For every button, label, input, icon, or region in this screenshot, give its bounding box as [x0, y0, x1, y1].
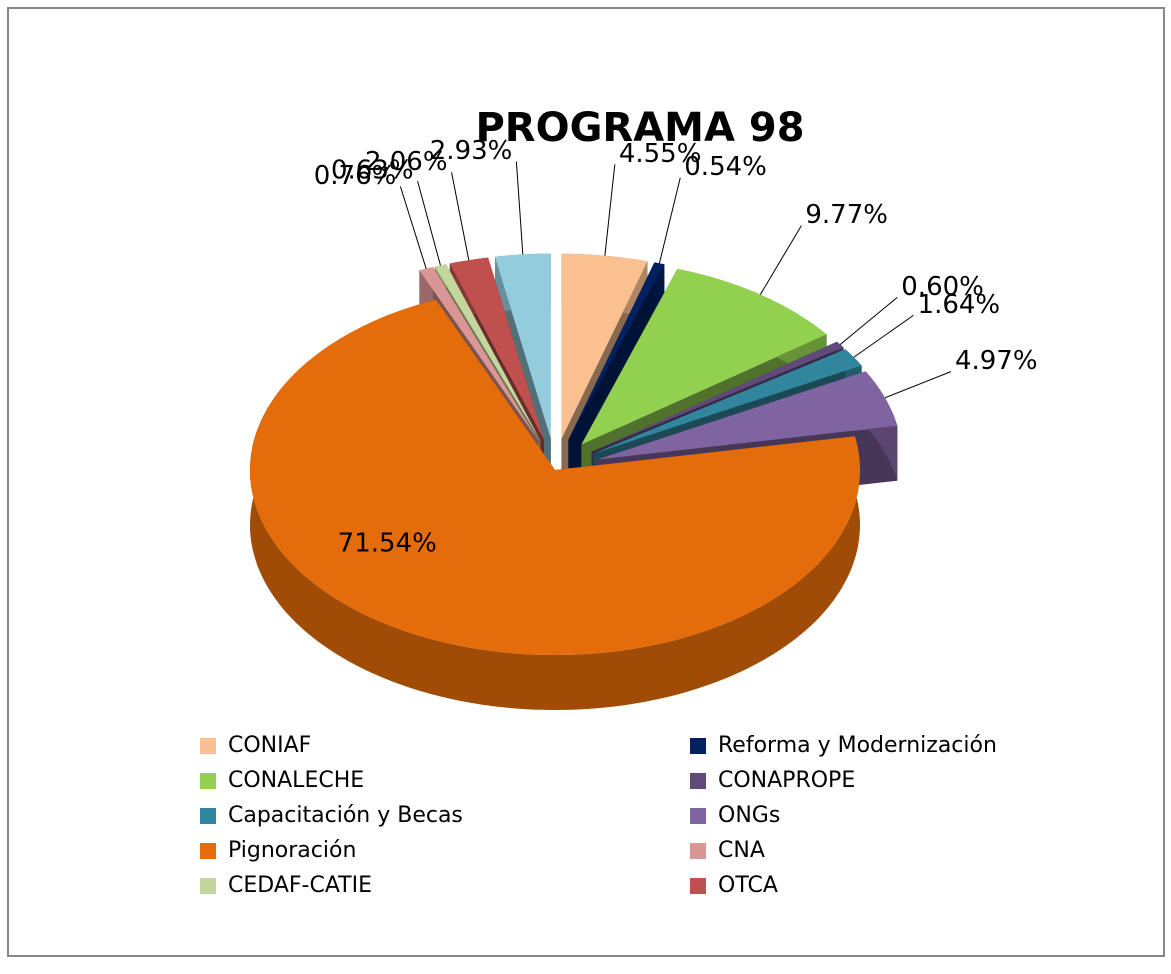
leader-line	[839, 296, 898, 345]
leader-line	[604, 164, 616, 256]
leader-line	[451, 172, 470, 261]
data-label: 2.06%	[365, 147, 448, 177]
slice	[581, 268, 827, 445]
legend-swatch	[200, 878, 216, 894]
slice	[561, 253, 648, 439]
data-label: 9.77%	[805, 200, 888, 230]
data-label: 0.76%	[314, 161, 397, 191]
legend-label: CNA	[718, 838, 765, 863]
data-label: 0.60%	[901, 272, 984, 302]
slice	[419, 267, 539, 441]
leader-line	[417, 180, 441, 266]
legend-label: CONALECHE	[228, 768, 364, 793]
leader-line	[853, 314, 914, 358]
legend-label: Capacitación y Becas	[228, 803, 463, 828]
data-label: 4.55%	[619, 139, 702, 169]
legend-swatch	[200, 738, 216, 754]
legend-label: CEDAF-CATIE	[228, 873, 372, 898]
legend-label: ONGs	[718, 803, 780, 828]
legend-swatch	[690, 878, 706, 894]
data-label: 0.63%	[331, 156, 414, 186]
legend-swatch	[200, 843, 216, 859]
slice	[597, 371, 898, 460]
data-label: 1.64%	[918, 290, 1001, 320]
legend-label: Reforma y Modernización	[718, 733, 997, 758]
slice	[495, 253, 551, 439]
leader-line	[884, 371, 952, 399]
legend-swatch	[200, 773, 216, 789]
legend-label: CONAPROPE	[718, 768, 855, 793]
slice	[593, 349, 862, 454]
legend-swatch	[200, 808, 216, 824]
legend-swatch	[690, 843, 706, 859]
slice	[568, 262, 665, 440]
slice	[591, 341, 844, 452]
leader-line	[399, 186, 427, 269]
slice	[434, 264, 541, 441]
legend-swatch	[690, 808, 706, 824]
leader-line	[658, 177, 681, 264]
legend-swatch	[690, 738, 706, 754]
slice	[449, 257, 544, 440]
data-label: 71.54%	[338, 529, 437, 559]
slice	[250, 299, 860, 655]
legend-label: OTCA	[718, 873, 778, 898]
leader-line	[759, 225, 802, 295]
legend-swatch	[690, 773, 706, 789]
data-label: 4.97%	[955, 346, 1038, 376]
chart-title: PROGRAMA 98	[475, 105, 804, 151]
data-label: 2.93%	[430, 136, 513, 166]
legend-label: CONIAF	[228, 733, 311, 758]
leader-line	[515, 161, 524, 255]
data-label: 0.54%	[684, 152, 767, 182]
legend-label: Pignoración	[228, 838, 356, 863]
